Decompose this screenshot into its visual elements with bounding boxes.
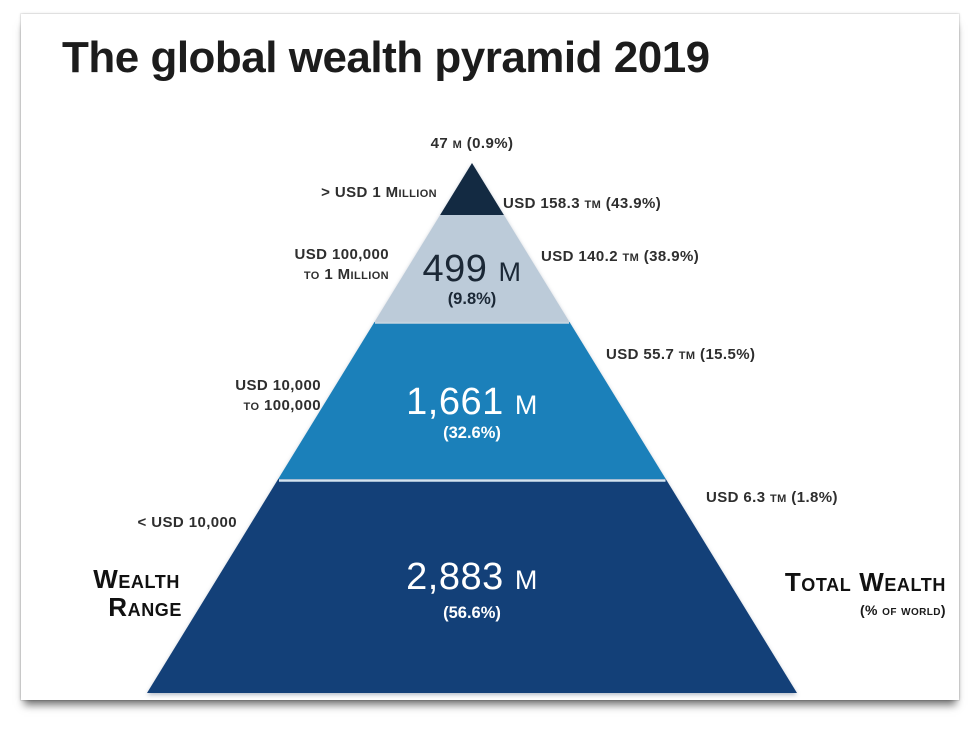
pyramid-tier-upper-middle xyxy=(374,215,570,322)
tier4-wealth-label: USD 6.3 tm (1.8%) xyxy=(706,489,838,506)
tier1-wealth-label: USD 158.3 tm (43.9%) xyxy=(503,195,661,212)
pyramid-tier-bottom xyxy=(147,479,797,693)
left-axis-header-line2: Range xyxy=(108,592,182,622)
tier2-range-label-line2: to 1 Million xyxy=(304,266,389,283)
tier1-range-label: > USD 1 Million xyxy=(321,184,437,201)
pyramid-tier-top xyxy=(440,163,504,215)
tier2-range-label-line1: USD 100,000 xyxy=(295,246,389,263)
tier1-adults-label: 47 m (0.9%) xyxy=(431,135,514,152)
tier4-adults-count: 2,883 m xyxy=(406,556,538,598)
tier4-range-label: < USD 10,000 xyxy=(138,514,237,531)
tier2-adults-count: 499 m xyxy=(423,248,522,290)
right-axis-header: Total Wealth xyxy=(785,567,946,597)
tier2-wealth-label: USD 140.2 tm (38.9%) xyxy=(541,248,699,265)
tier2-adults-pct: (9.8%) xyxy=(448,290,497,308)
pyramid xyxy=(147,163,797,693)
right-axis-subheader: (% of world) xyxy=(860,602,946,618)
tier3-adults-count: 1,661 m xyxy=(406,381,538,423)
tier3-wealth-label: USD 55.7 tm (15.5%) xyxy=(606,346,755,363)
pyramid-tier-lower-middle xyxy=(278,322,666,479)
tier4-adults-pct: (56.6%) xyxy=(443,604,501,622)
tier3-adults-pct: (32.6%) xyxy=(443,424,501,442)
chart-title: The global wealth pyramid 2019 xyxy=(62,33,710,82)
tier3-range-label-line2: to 100,000 xyxy=(244,397,321,414)
left-axis-header-line1: Wealth xyxy=(93,564,180,594)
tier3-range-label-line1: USD 10,000 xyxy=(235,377,321,394)
